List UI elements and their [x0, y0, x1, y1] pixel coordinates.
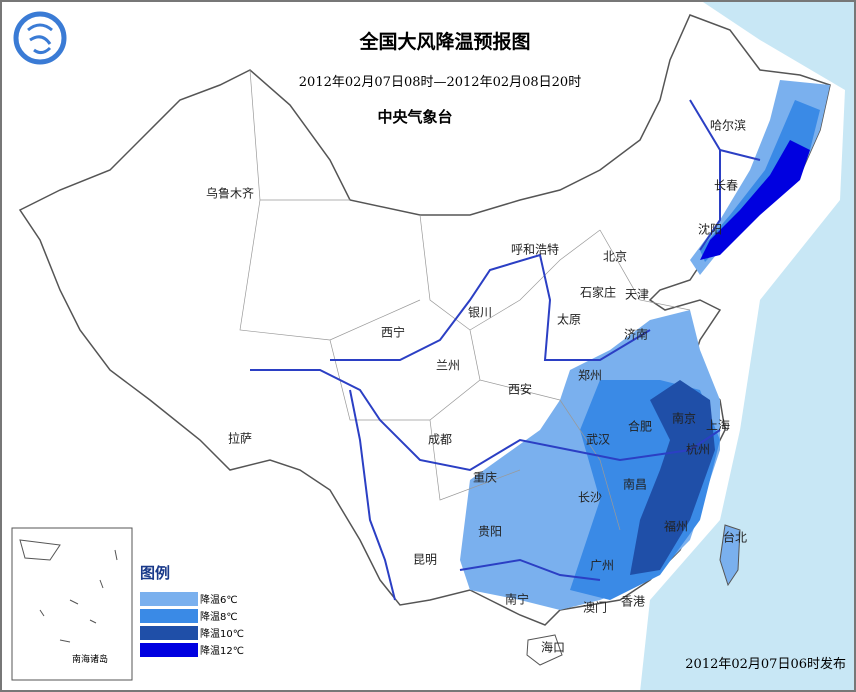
- city-label: 澳门: [583, 600, 607, 615]
- logo-mark: [27, 23, 53, 55]
- city-label: 合肥: [628, 419, 652, 434]
- inset-box: [11, 527, 133, 681]
- city-label: 天津: [625, 288, 649, 302]
- city-label: 呼和浩特: [511, 242, 559, 257]
- legend: 降温6℃ 降温8℃ 降温10℃ 降温12℃: [140, 592, 244, 657]
- city-label: 海口: [541, 640, 565, 655]
- city-label: 哈尔滨: [710, 118, 746, 133]
- city-label: 福州: [664, 519, 688, 534]
- city-label: 台北: [723, 530, 747, 545]
- legend-swatch: [140, 609, 198, 623]
- city-label: 上海: [706, 418, 730, 433]
- issuer: 中央气象台: [377, 108, 452, 126]
- sea: [640, 0, 856, 692]
- city-label: 太原: [557, 312, 581, 327]
- taiwan: [719, 524, 741, 587]
- city-label: 长春: [714, 179, 738, 193]
- legend-label: 降温8℃: [200, 610, 238, 623]
- city-label: 乌鲁木齐: [206, 186, 254, 201]
- river: [250, 369, 721, 472]
- city-label: 兰州: [436, 359, 460, 373]
- city-label: 石家庄: [580, 285, 616, 300]
- city-label: 香港: [621, 595, 645, 609]
- inset-label: 南海诸岛: [72, 653, 108, 665]
- city-label: 贵阳: [478, 525, 502, 539]
- city-label: 武汉: [586, 433, 610, 447]
- city-label: 南宁: [505, 592, 529, 607]
- footer: 2012年02月07日06时发布: [685, 656, 846, 672]
- period: 2012年02月07日08时—2012年02月08日20时: [299, 75, 581, 90]
- inset-islands: [19, 539, 118, 643]
- city-label: 杭州: [686, 442, 710, 457]
- city-label: 西安: [508, 382, 532, 397]
- city-label: 广州: [590, 559, 614, 573]
- city-label: 成都: [428, 433, 452, 447]
- river: [459, 558, 601, 581]
- cities: 乌鲁木齐 哈尔滨 长春 沈阳 呼和浩特 北京 天津 石家庄 太原 济南 银川 西…: [206, 118, 747, 655]
- city-label: 济南: [624, 327, 648, 342]
- city-label: 重庆: [473, 471, 497, 485]
- city-label: 昆明: [413, 553, 437, 567]
- legend-label: 降温12℃: [200, 644, 244, 657]
- city-label: 郑州: [578, 368, 602, 383]
- city-label: 银川: [468, 306, 492, 320]
- hainan: [526, 634, 563, 666]
- legend-title: 图例: [140, 564, 170, 582]
- city-label: 沈阳: [698, 222, 722, 237]
- legend-label: 降温6℃: [200, 593, 238, 606]
- river: [349, 389, 396, 601]
- legend-swatch: [140, 643, 198, 657]
- city-label: 南昌: [623, 477, 647, 492]
- city-label: 南京: [672, 411, 696, 426]
- river: [330, 253, 651, 361]
- title: 全国大风降温预报图: [358, 30, 530, 53]
- zone-10: [630, 380, 715, 575]
- legend-swatch: [140, 626, 198, 640]
- zone-12: [700, 140, 810, 260]
- province-borders: [239, 69, 691, 531]
- legend-swatch: [140, 592, 198, 606]
- city-label: 拉萨: [228, 431, 252, 446]
- legend-label: 降温10℃: [200, 627, 244, 640]
- city-label: 西宁: [381, 325, 405, 340]
- river: [689, 99, 761, 251]
- city-label: 北京: [603, 250, 627, 264]
- city-label: 长沙: [578, 491, 602, 505]
